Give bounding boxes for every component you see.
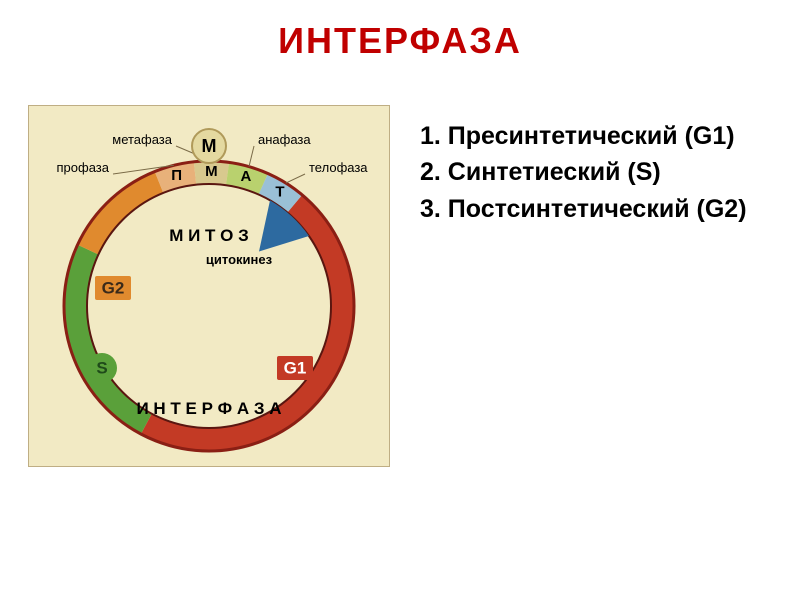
inner-label-mitosis: М И Т О З	[169, 226, 249, 245]
pmat-letter: А	[241, 168, 252, 185]
phase-list-item: 3. Постсинтетический (G2)	[420, 191, 780, 227]
badge-label-G1: G1	[284, 358, 307, 377]
inner-label-cytokinesis: цитокинез	[206, 252, 273, 267]
pmat-letter: М	[205, 163, 218, 180]
outer-label-profaza: профаза	[57, 160, 110, 175]
outer-label-anafaza: анафаза	[258, 132, 311, 147]
mitosis-bubble-label: М	[202, 136, 217, 156]
page-root: ИНТЕРФАЗА П М А Тпрофазаметафаза анафаза тело…	[0, 0, 800, 600]
phase-list: 1. Пресинтетический (G1) 2. Синтетиеский…	[420, 118, 780, 227]
badge-label-S: S	[96, 358, 107, 377]
inner-label-interphase: И Н Т Е Р Ф А З А	[136, 399, 281, 418]
page-title: ИНТЕРФАЗА	[0, 20, 800, 62]
pmat-letter: Т	[275, 183, 284, 200]
outer-label-telofaza: телофаза	[309, 160, 368, 175]
phase-list-item: 1. Пресинтетический (G1)	[420, 118, 780, 154]
pmat-letter: П	[171, 167, 182, 184]
phase-list-item: 2. Синтетиеский (S)	[420, 154, 780, 190]
badge-label-G2: G2	[102, 278, 125, 297]
cell-cycle-svg: П М А Тпрофазаметафаза анафаза телофаза М G2 G1 S…	[29, 106, 389, 466]
cell-cycle-diagram: П М А Тпрофазаметафаза анафаза телофаза М G2 G1 S…	[28, 105, 390, 467]
outer-label-metafaza: метафаза	[112, 132, 173, 147]
